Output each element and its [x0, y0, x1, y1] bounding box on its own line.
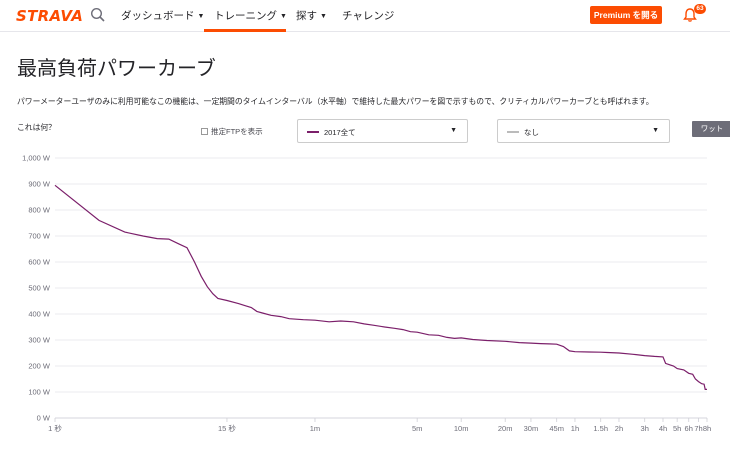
x-tick-label: 5h	[673, 424, 681, 433]
nav-dashboard-label: ダッシュボード	[121, 10, 195, 22]
ftp-checkbox[interactable]	[201, 128, 208, 135]
x-tick-label: 1m	[310, 424, 320, 433]
power-curve-line	[54, 184, 707, 390]
ftp-checkbox-row[interactable]: 推定FTPを表示	[201, 126, 263, 137]
compare-select-value: なし	[524, 128, 539, 137]
x-axis-ticks: 1 秒 15 秒 1m 5m 10m 20m 30m 45m 1h 1.5h 2h 3h 4h 5h 6h 7…	[48, 418, 711, 433]
search-icon[interactable]	[90, 7, 106, 23]
period-select[interactable]: 2017全て ▼	[297, 119, 468, 143]
page-description: パワーメーターユーザのみに利用可能なこの機能は、一定期間のタイムインターバル（水…	[17, 97, 654, 106]
caret-down-icon: ▼	[450, 127, 457, 134]
x-tick-label: 5m	[412, 424, 422, 433]
nav-challenges-label: チャレンジ	[342, 10, 395, 22]
chevron-down-icon: ▼	[320, 13, 327, 20]
x-tick-label: 7h	[694, 424, 702, 433]
y-tick-label: 800 W	[28, 206, 51, 215]
y-tick-label: 900 W	[28, 180, 51, 189]
y-tick-label: 1,000 W	[22, 154, 51, 163]
nav-challenges[interactable]: チャレンジ	[342, 8, 394, 23]
ftp-checkbox-label: 推定FTPを表示	[211, 127, 263, 136]
y-tick-label: 300 W	[28, 336, 51, 345]
strava-logo[interactable]: STRAVA	[16, 7, 84, 25]
period-select-value: 2017全て	[324, 128, 356, 137]
y-tick-label: 700 W	[28, 232, 51, 241]
caret-down-icon: ▼	[652, 127, 659, 134]
y-tick-label: 0 W	[37, 414, 51, 423]
nav-explore-label: 探す	[296, 10, 317, 22]
chart-grid	[55, 157, 707, 419]
x-tick-label: 10m	[454, 424, 469, 433]
x-tick-label: 15 秒	[218, 423, 236, 433]
x-tick-label: 6h	[685, 424, 693, 433]
y-tick-label: 400 W	[28, 310, 51, 319]
chevron-down-icon: ▼	[197, 13, 205, 20]
nav-explore[interactable]: 探す ▼	[296, 8, 327, 23]
y-axis-ticks: 1,000 W 900 W 800 W 700 W 600 W 500 W 400 W 300…	[22, 154, 51, 423]
page-title: 最高負荷パワーカーブ	[17, 58, 216, 80]
compare-color-swatch	[507, 131, 519, 133]
nav-training-label: トレーニング	[214, 10, 277, 22]
y-tick-label: 100 W	[28, 388, 51, 397]
chevron-down-icon: ▼	[280, 13, 287, 20]
y-tick-label: 600 W	[28, 258, 51, 267]
x-tick-label: 45m	[549, 424, 564, 433]
nav-training[interactable]: トレーニング ▼	[214, 8, 287, 23]
x-tick-label: 30m	[524, 424, 539, 433]
x-tick-label: 4h	[659, 424, 667, 433]
x-tick-label: 1h	[571, 424, 579, 433]
series-color-swatch	[307, 131, 319, 133]
bell-icon[interactable]	[682, 7, 698, 23]
x-tick-label: 8h	[703, 424, 711, 433]
y-tick-label: 500 W	[28, 284, 51, 293]
power-curve-chart[interactable]: 1,000 W 900 W 800 W 700 W 600 W 500 W 400 W 300…	[0, 150, 730, 454]
y-tick-label: 200 W	[28, 362, 51, 371]
nav-dashboard[interactable]: ダッシュボード ▼	[121, 8, 204, 23]
compare-select[interactable]: なし ▼	[497, 119, 670, 143]
what-is-this-link[interactable]: これは何？	[17, 123, 56, 132]
x-tick-label: 1 秒	[48, 423, 62, 433]
x-tick-label: 3h	[641, 424, 649, 433]
top-nav: STRAVA ダッシュボード ▼ トレーニング ▼ 探す ▼ チャレンジ Premiu…	[0, 0, 730, 32]
unit-watts-button[interactable]: ワット	[692, 121, 730, 137]
nav-active-indicator	[204, 29, 286, 32]
premium-button[interactable]: Premium を開る	[590, 6, 662, 24]
x-tick-label: 2h	[615, 424, 623, 433]
x-tick-label: 20m	[498, 424, 513, 433]
notification-badge: 63	[694, 4, 706, 14]
x-tick-label: 1.5h	[593, 424, 608, 433]
